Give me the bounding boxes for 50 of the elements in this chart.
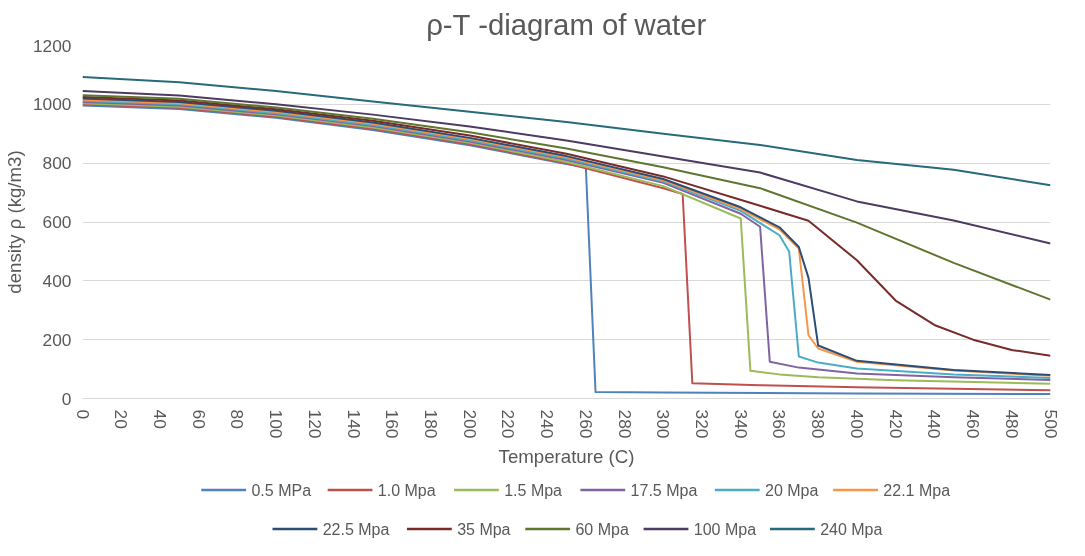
y-tick-label: 1000	[32, 94, 72, 115]
x-tick-label: 340	[730, 409, 751, 439]
chart-title: ρ-T -diagram of water	[426, 7, 707, 41]
legend-label: 20 Mpa	[765, 481, 819, 499]
x-tick-label: 160	[382, 409, 403, 439]
x-tick-label: 420	[885, 409, 906, 439]
x-axis-title: Temperature (C)	[498, 446, 635, 468]
line-series	[82, 90, 1051, 245]
x-tick-label: 380	[808, 409, 829, 439]
y-tick-label: 1200	[32, 35, 72, 56]
line-series	[82, 94, 1051, 301]
x-tick-label: 240	[537, 409, 558, 439]
x-tick-label: 140	[343, 409, 364, 439]
x-tick-label: 400	[846, 409, 867, 439]
x-tick-label: 440	[924, 409, 945, 439]
legend-label: 22.5 Mpa	[322, 520, 390, 538]
x-tick-label: 480	[1001, 409, 1022, 439]
x-tick-label: 220	[498, 409, 519, 439]
x-tick-label: 0	[72, 409, 93, 420]
x-tick-label: 460	[963, 409, 984, 439]
legend-label: 35 Mpa	[457, 520, 511, 538]
x-tick-label: 320	[692, 409, 713, 439]
legend-label: 100 Mpa	[693, 520, 757, 538]
x-tick-label: 80	[227, 409, 248, 429]
y-tick-label: 600	[42, 212, 72, 232]
y-tick-label: 200	[42, 329, 72, 350]
legend-label: 1.0 Mpa	[377, 481, 436, 499]
x-tick-label: 100	[266, 409, 287, 439]
x-tick-label: 260	[575, 409, 596, 439]
line-series	[82, 75, 1051, 187]
x-tick-label: 360	[769, 409, 790, 439]
x-tick-label: 20	[111, 409, 132, 429]
x-tick-label: 280	[614, 409, 635, 439]
x-tick-label: 180	[420, 409, 441, 439]
x-tick-label: 60	[188, 409, 209, 429]
legend-label: 0.5 MPa	[251, 481, 312, 499]
y-tick-label: 800	[42, 153, 72, 174]
x-tick-label: 120	[304, 409, 325, 439]
x-tick-label: 200	[459, 409, 480, 439]
y-axis-title: density ρ (kg/m3)	[3, 150, 25, 294]
y-tick-label: 0	[61, 388, 72, 409]
legend-label: 60 Mpa	[575, 520, 629, 538]
y-tick-label: 400	[42, 270, 72, 291]
legend-label: 1.5 Mpa	[504, 481, 563, 499]
x-tick-label: 500	[1040, 409, 1061, 439]
x-tick-label: 40	[149, 409, 170, 429]
legend-label: 22.1 Mpa	[883, 481, 951, 499]
legend-label: 240 Mpa	[820, 520, 883, 538]
x-tick-label: 300	[653, 409, 674, 439]
legend-label: 17.5 Mpa	[630, 481, 698, 499]
